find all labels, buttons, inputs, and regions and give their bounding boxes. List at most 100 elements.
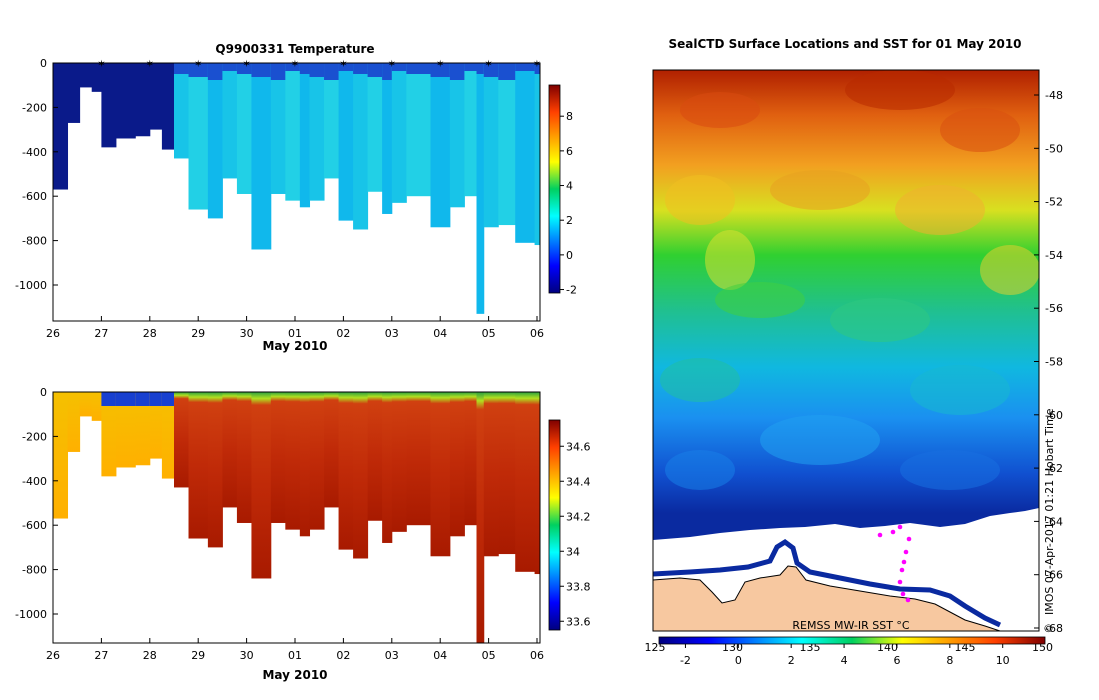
surface-layer (324, 63, 340, 80)
profile-column (309, 63, 325, 201)
colorbar-tick-label: 34 (566, 545, 580, 558)
temperature-chart-title: Q9900331 Temperature (215, 42, 374, 56)
sst-eddy (940, 108, 1020, 152)
profile-column (174, 63, 190, 159)
surface-layer (161, 392, 175, 406)
profile-column (53, 392, 69, 519)
x-tick-label: 28 (143, 649, 157, 662)
profile-column (430, 63, 451, 228)
profile-column (101, 63, 117, 148)
colorbar-tick-label: 0 (735, 654, 742, 667)
profile-column (534, 63, 540, 246)
profile-column (299, 63, 311, 208)
profile-column (174, 392, 190, 488)
seal-location (899, 567, 905, 573)
seal-location (903, 549, 909, 555)
profile-column (498, 63, 516, 226)
profile-column (161, 63, 175, 150)
profile-column (338, 63, 354, 221)
profile-column (285, 392, 301, 530)
profile-marker: ✶ (533, 59, 541, 70)
colorbar-tick-label: 6 (893, 654, 900, 667)
profile-column (270, 392, 286, 523)
salinity-colorbar (548, 419, 561, 631)
salinity-x-axis-label: May 2010 (262, 668, 327, 682)
sst-eddy (910, 365, 1010, 415)
x-tick-label: 01 (288, 649, 302, 662)
profile-column (534, 392, 540, 575)
profile-column (483, 392, 499, 557)
y-tick-label: -200 (22, 430, 47, 443)
colorbar-tick-label: 8 (566, 110, 573, 123)
profile-column (382, 63, 393, 214)
temperature-sections (53, 63, 540, 314)
seal-location (877, 532, 883, 538)
y-tick-label: -200 (22, 101, 47, 114)
surface-layer (135, 392, 151, 406)
surface-layer (391, 63, 407, 71)
colorbar-tick-label: 33.8 (566, 580, 591, 593)
seal-location (890, 529, 896, 535)
surface-layer (382, 63, 393, 80)
colorbar-tick-label: 4 (566, 180, 573, 193)
profile-column (406, 63, 432, 197)
surface-layer (299, 63, 311, 74)
sst-colorbar (658, 636, 1046, 645)
x-tick-label: 30 (240, 649, 254, 662)
temperature-x-axis-label: May 2010 (262, 339, 327, 353)
salinity-plot-frame (52, 391, 541, 644)
profile-column (222, 392, 238, 508)
x-tick-label: 02 (336, 327, 350, 340)
salinity-colorbar-ticks: 34.6 34.4 34.2 34 33.8 33.6 (560, 440, 591, 628)
profile-column (207, 392, 223, 548)
profile-column (161, 392, 175, 479)
seal-location (901, 559, 907, 565)
profile-column (391, 63, 407, 203)
seal-location (905, 597, 911, 603)
profile-column (236, 392, 252, 523)
profile-column (135, 63, 151, 137)
profile-column (67, 63, 81, 123)
colorbar-tick-label: -2 (566, 284, 577, 297)
surface-layer (251, 63, 272, 77)
seal-track-points (877, 524, 912, 603)
map-y-tick-label: -68 (1045, 622, 1063, 635)
profile-column (430, 392, 451, 557)
copyright-symbol: © (1043, 622, 1054, 635)
y-tick-label: 0 (40, 386, 47, 399)
colorbar-tick-label: -2 (680, 654, 691, 667)
surface-layer (309, 63, 325, 77)
profile-column (324, 392, 340, 508)
surface-layer (534, 63, 540, 74)
profile-column (79, 63, 93, 88)
profile-column (115, 63, 136, 139)
sst-eddies (660, 70, 1039, 490)
salinity-sections (53, 392, 540, 643)
colorbar-tick-label: 6 (566, 145, 573, 158)
y-tick-label: -600 (22, 190, 47, 203)
map-y-tick-label: -48 (1045, 89, 1063, 102)
surface-layer (476, 63, 485, 74)
sst-map (653, 70, 1039, 631)
profile-marker: ✶ (194, 59, 202, 70)
surface-layer (430, 63, 451, 77)
surface-layer (174, 63, 190, 74)
x-tick-label: 05 (482, 327, 496, 340)
x-tick-label: 29 (191, 327, 205, 340)
map-y-tick-label: -60 (1045, 409, 1063, 422)
surface-layer (483, 63, 499, 77)
x-tick-label: 28 (143, 327, 157, 340)
sst-eddy (830, 298, 930, 342)
profile-column (135, 392, 151, 466)
surface-layer (367, 63, 383, 77)
profile-column (406, 392, 432, 526)
profile-column (67, 392, 81, 452)
x-tick-label: 05 (482, 649, 496, 662)
temperature-colorbar (548, 84, 561, 294)
x-tick-label: 06 (530, 649, 544, 662)
surface-layer (515, 63, 536, 71)
profile-column (338, 392, 354, 550)
sst-eddy (715, 282, 805, 318)
sst-eddy (660, 358, 740, 402)
